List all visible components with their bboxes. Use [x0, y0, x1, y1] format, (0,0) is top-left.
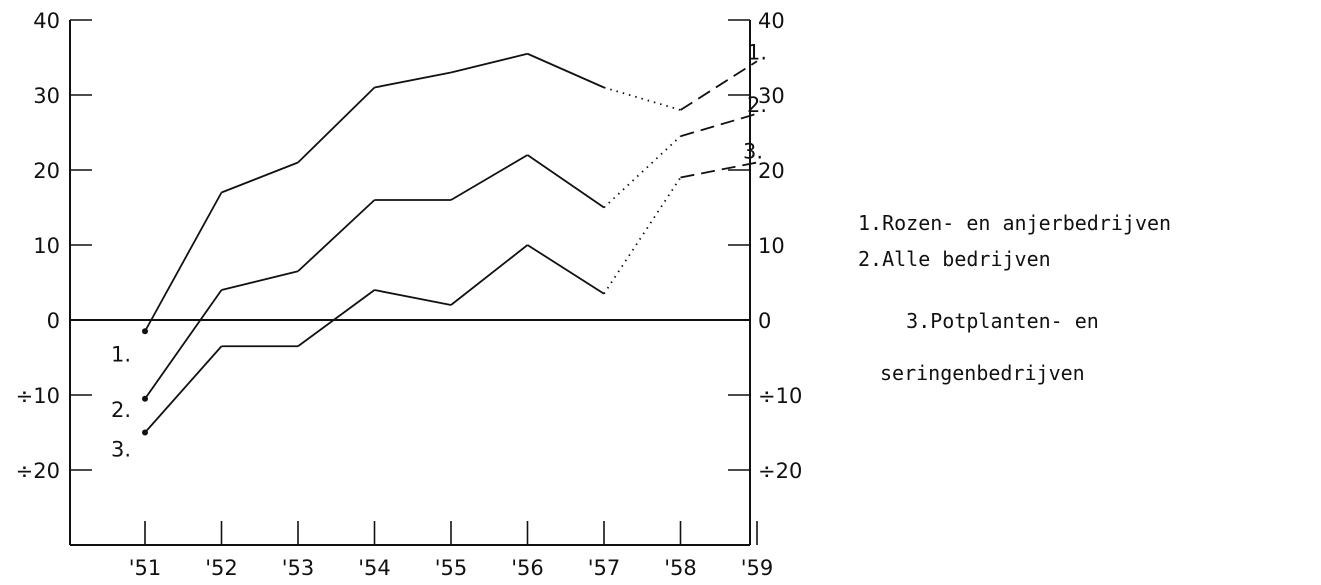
right-tick-label: 40	[758, 9, 785, 33]
series-1-start-label: 1.	[111, 342, 131, 366]
series-3-segment	[603, 177, 682, 295]
x-tick-label: '54	[358, 556, 391, 580]
legend: 1.Rozen- en anjerbedrijven 2.Alle bedrij…	[858, 210, 1318, 448]
x-axis-ticks: '51 '52 '53 '54 '55 '56 '57 '58 '59	[129, 521, 774, 580]
series-2-segment	[603, 135, 682, 209]
chart-axes	[69, 20, 751, 546]
series-1-start-point	[142, 328, 148, 335]
series-lines	[142, 52, 758, 436]
right-tick-label: ÷10	[758, 384, 802, 408]
left-tick-label: 0	[47, 309, 60, 333]
x-tick-label: '52	[205, 556, 238, 580]
left-tick-label: 10	[33, 234, 60, 258]
series-1-segment	[374, 71, 452, 89]
series-2-segment	[526, 154, 605, 209]
right-tick-label: ÷20	[758, 459, 802, 483]
right-tick-label: 10	[758, 234, 785, 258]
series-3-start-label: 3.	[111, 438, 131, 462]
series-3-segment	[450, 244, 529, 306]
series-3-segment	[297, 289, 376, 347]
series-3-segment	[527, 244, 605, 295]
left-tick-label: ÷20	[16, 459, 60, 483]
left-tick-label: 20	[33, 159, 60, 183]
series-labels: 1. 1. 2. 2. 3. 3.	[111, 40, 767, 461]
series-1-segment	[297, 86, 376, 164]
series-2-end-label: 2.	[747, 93, 767, 117]
series-3-start-point	[142, 429, 148, 436]
series-3-segment	[144, 345, 223, 434]
legend-item-3-line-1: 3.Potplanten- en	[906, 309, 1099, 333]
series-3-end-label: 3.	[743, 140, 763, 164]
right-axis-ticks: 40 30 20 10 0 ÷10 ÷20	[728, 9, 802, 483]
x-tick-label: '56	[511, 556, 544, 580]
series-1-segment	[221, 161, 299, 194]
series-1-segment	[680, 60, 758, 111]
legend-item-3: 3.Potplanten- en seringenbedrijven	[858, 282, 1318, 438]
series-1-end-label: 1.	[747, 40, 767, 64]
series-2-segment	[144, 289, 223, 400]
right-tick-label: 30	[758, 84, 785, 108]
right-tick-label: 0	[758, 309, 771, 333]
x-tick-label: '55	[435, 556, 468, 580]
left-tick-label: 30	[33, 84, 60, 108]
legend-item-1: 1.Rozen- en anjerbedrijven	[858, 211, 1172, 235]
series-2-start-point	[142, 395, 148, 402]
x-tick-label: '59	[741, 556, 774, 580]
left-tick-label: ÷10	[16, 384, 60, 408]
series-3-segment	[374, 289, 452, 306]
x-tick-label: '51	[129, 556, 162, 580]
left-axis-ticks: 40 30 20 10 0 ÷10 ÷20	[16, 9, 92, 483]
legend-item-2: 2.Alle bedrijven	[858, 247, 1051, 271]
series-1-segment	[450, 52, 528, 74]
series-2-segment	[297, 199, 376, 272]
x-tick-label: '53	[282, 556, 315, 580]
x-tick-label: '58	[664, 556, 697, 580]
legend-item-3-line-2: seringenbedrijven	[880, 361, 1085, 385]
series-2-start-label: 2.	[111, 398, 131, 422]
right-tick-label: 20	[758, 159, 785, 183]
series-2-segment	[450, 154, 528, 201]
series-3-segment	[680, 161, 758, 179]
series-1-segment	[603, 86, 681, 111]
series-1-segment	[527, 52, 605, 89]
x-tick-label: '57	[588, 556, 621, 580]
left-tick-label: 40	[33, 9, 60, 33]
series-2-segment	[680, 112, 758, 138]
series-1-segment	[144, 192, 223, 332]
series-2-segment	[221, 270, 299, 291]
